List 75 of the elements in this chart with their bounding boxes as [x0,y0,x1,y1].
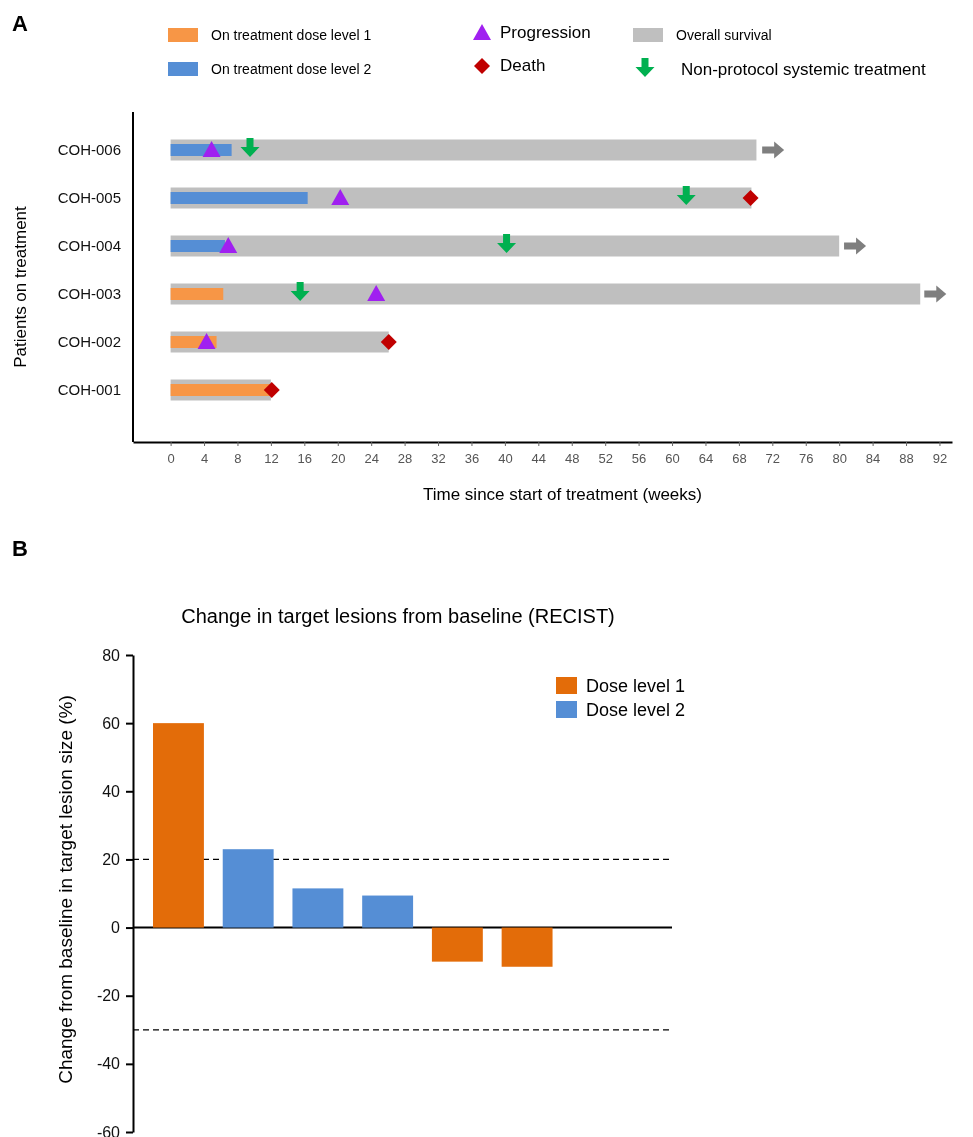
y-tick-label: 80 [102,646,121,664]
point [290,282,310,301]
x-tick-label: 32 [431,451,446,467]
x-tick-label: 64 [698,451,714,467]
x-tick-label: 60 [665,451,680,467]
x-tick-label: 52 [598,451,613,467]
legend-label: Dose level 1 [586,676,686,696]
legend-label: Progression [500,23,591,42]
x-tick-label: 84 [865,451,881,467]
bar [170,139,757,161]
text: A [12,11,28,36]
legend-label: On treatment dose level 1 [211,27,372,43]
point [676,186,696,205]
point [197,333,216,349]
y-tick-label: COH-005 [57,189,121,207]
bar [170,283,921,305]
point [497,234,517,253]
bar [501,927,553,967]
x-tick-label: 16 [297,451,313,467]
bar [170,384,271,396]
y-tick-label: 20 [102,851,121,869]
x-tick-label: 68 [732,451,747,467]
x-tick-label: 76 [799,451,814,467]
y-tick-label: 60 [102,714,121,732]
bar [431,927,483,962]
x-tick-label: 4 [200,451,209,467]
x-tick-label: 28 [397,451,413,467]
x-tick-label: 44 [531,451,547,467]
bar [170,235,840,257]
legend-label: Overall survival [676,27,772,43]
point [240,138,260,157]
legend-label: On treatment dose level 2 [211,61,372,77]
y-axis-title: Change from baseline in target lesion size (%) [55,695,76,1084]
point [331,189,350,205]
y-tick-label: COH-002 [57,333,121,351]
legend-label: Non-protocol systemic treatment [681,60,926,79]
text: B [12,536,28,561]
y-tick-label: COH-006 [57,141,121,159]
x-tick-label: 56 [631,451,647,467]
x-axis-title: Time since start of treatment (weeks) [422,485,703,504]
point [762,141,785,159]
y-tick-label: -60 [96,1123,121,1137]
y-tick-label: 0 [111,919,121,937]
x-tick-label: 0 [167,451,175,467]
bar [292,888,344,928]
x-tick-label: 80 [832,451,847,467]
x-tick-label: 72 [765,451,781,467]
legend-label: Death [500,56,546,75]
bar [170,288,224,300]
bar [222,849,274,928]
x-tick-label: 48 [565,451,580,467]
y-axis-title: Patients on treatment [11,205,30,368]
y-tick-label: COH-001 [57,381,121,399]
bar [170,240,225,252]
x-tick-label: 36 [464,451,480,467]
x-tick-label: 20 [331,451,346,467]
bar [153,723,204,928]
bar [170,192,308,204]
y-tick-label: COH-003 [57,285,121,303]
x-tick-label: 8 [234,451,242,467]
bar [362,895,414,928]
x-tick-label: 88 [899,451,914,467]
point [367,285,386,301]
x-tick-label: 92 [932,451,948,467]
y-tick-label: -40 [96,1055,121,1073]
y-tick-label: COH-004 [57,237,121,255]
x-tick-label: 24 [364,451,379,467]
point [202,141,221,157]
legend-label: Dose level 2 [586,700,686,720]
y-tick-label: -20 [96,987,121,1005]
point [219,237,238,253]
x-tick-label: 12 [264,451,279,467]
x-tick-label: 40 [498,451,513,467]
chart-title: Change in target lesions from baseline (RECIST) [181,605,615,627]
y-tick-label: 40 [102,782,121,800]
